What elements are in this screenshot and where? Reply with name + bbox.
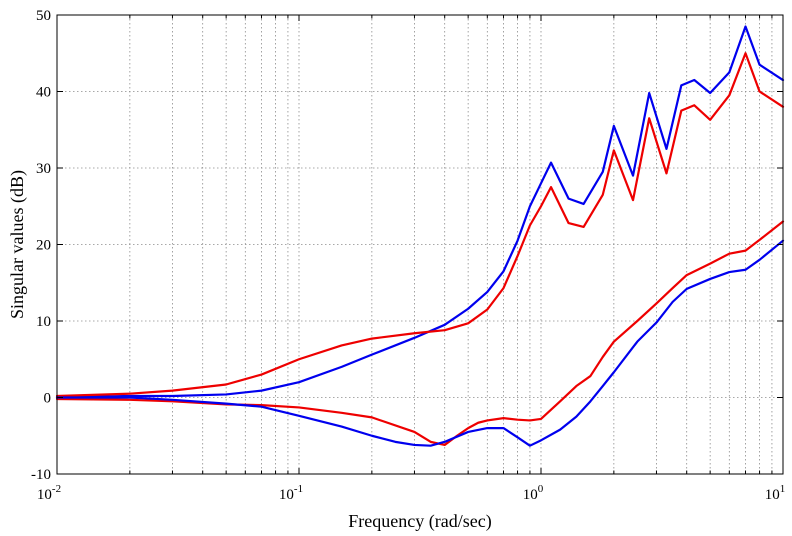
x-axis-label: Frequency (rad/sec) (348, 511, 491, 532)
y-tick-label: 40 (36, 85, 51, 101)
series-line-3 (55, 220, 785, 447)
series-line-2 (55, 52, 785, 398)
x-tick-label: 10-1 (279, 483, 303, 503)
series-line-1 (55, 25, 785, 399)
y-tick-label: 50 (36, 8, 51, 24)
y-tick-label: 0 (44, 391, 52, 407)
tick-marks (57, 14, 783, 475)
series-line-4 (55, 239, 785, 447)
x-tick-label: 101 (765, 483, 786, 503)
grid-lines (57, 15, 783, 474)
tick-labels: -10 0 10 20 30 40 50 10-2 10-1 100 101 (31, 8, 785, 503)
y-tick-label: -10 (31, 467, 51, 483)
y-axis-label: Singular values (dB) (7, 170, 28, 319)
y-tick-label: 20 (36, 238, 51, 254)
y-tick-label: 10 (36, 314, 51, 330)
y-tick-label: 30 (36, 161, 51, 177)
x-tick-label: 100 (523, 483, 544, 503)
x-tick-label: 10-2 (37, 483, 61, 503)
series-group (55, 25, 785, 447)
